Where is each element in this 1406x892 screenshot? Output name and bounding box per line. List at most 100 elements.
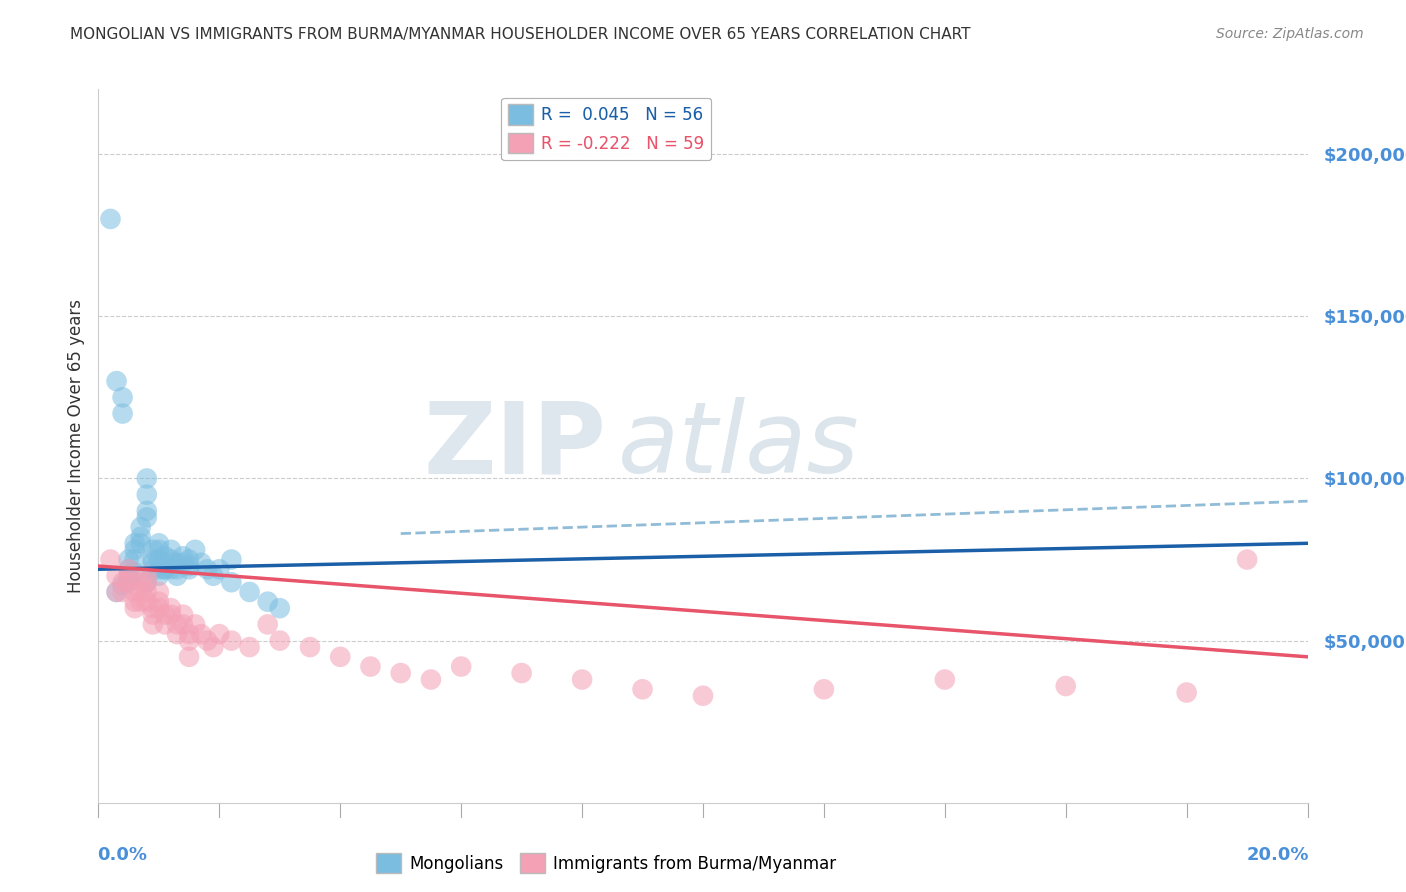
Point — [329, 649, 352, 664]
Point — [129, 595, 152, 609]
Point — [1175, 685, 1198, 699]
Point — [160, 542, 183, 557]
Point — [153, 607, 176, 622]
Point — [153, 562, 176, 576]
Point — [142, 542, 165, 557]
Point — [100, 211, 122, 226]
Point — [256, 617, 278, 632]
Point — [148, 552, 170, 566]
Point — [105, 374, 128, 388]
Point — [177, 649, 201, 664]
Point — [135, 585, 157, 599]
Point — [177, 552, 201, 566]
Point — [135, 488, 157, 502]
Point — [1054, 679, 1077, 693]
Y-axis label: Householder Income Over 65 years: Householder Income Over 65 years — [66, 299, 84, 593]
Text: MONGOLIAN VS IMMIGRANTS FROM BURMA/MYANMAR HOUSEHOLDER INCOME OVER 65 YEARS CORR: MONGOLIAN VS IMMIGRANTS FROM BURMA/MYANM… — [70, 27, 970, 42]
Point — [129, 530, 152, 544]
Point — [118, 562, 141, 576]
Point — [450, 659, 472, 673]
Point — [692, 689, 714, 703]
Point — [105, 585, 128, 599]
Point — [135, 510, 157, 524]
Point — [142, 601, 165, 615]
Point — [160, 562, 183, 576]
Point — [389, 666, 412, 681]
Point — [142, 617, 165, 632]
Point — [105, 585, 128, 599]
Point — [177, 559, 201, 574]
Point — [813, 682, 835, 697]
Point — [934, 673, 956, 687]
Text: 0.0%: 0.0% — [97, 846, 148, 863]
Point — [118, 568, 141, 582]
Point — [124, 595, 146, 609]
Point — [129, 585, 152, 599]
Legend: R =  0.045   N = 56, R = -0.222   N = 59: R = 0.045 N = 56, R = -0.222 N = 59 — [502, 97, 711, 160]
Point — [172, 617, 194, 632]
Point — [111, 575, 134, 590]
Point — [269, 633, 291, 648]
Point — [419, 673, 441, 687]
Point — [184, 617, 207, 632]
Point — [153, 556, 176, 570]
Point — [111, 390, 134, 404]
Point — [148, 536, 170, 550]
Point — [124, 566, 146, 580]
Point — [153, 549, 176, 564]
Point — [166, 627, 188, 641]
Point — [124, 552, 146, 566]
Point — [124, 601, 146, 615]
Point — [135, 471, 157, 485]
Point — [1236, 552, 1258, 566]
Point — [111, 407, 134, 421]
Point — [142, 562, 165, 576]
Point — [177, 562, 201, 576]
Point — [135, 595, 157, 609]
Point — [148, 542, 170, 557]
Point — [135, 575, 157, 590]
Point — [166, 556, 188, 570]
Point — [299, 640, 322, 654]
Point — [208, 562, 231, 576]
Point — [153, 617, 176, 632]
Point — [124, 585, 146, 599]
Point — [160, 607, 183, 622]
Point — [190, 556, 212, 570]
Point — [148, 568, 170, 582]
Point — [195, 633, 218, 648]
Point — [221, 552, 243, 566]
Point — [239, 585, 262, 599]
Point — [202, 640, 225, 654]
Point — [256, 595, 278, 609]
Point — [571, 673, 593, 687]
Point — [631, 682, 654, 697]
Point — [118, 562, 141, 576]
Point — [153, 562, 176, 576]
Point — [148, 585, 170, 599]
Point — [177, 633, 201, 648]
Text: ZIP: ZIP — [423, 398, 606, 494]
Point — [160, 601, 183, 615]
Point — [135, 575, 157, 590]
Point — [202, 568, 225, 582]
Point — [172, 607, 194, 622]
Point — [148, 562, 170, 576]
Point — [100, 552, 122, 566]
Point — [190, 627, 212, 641]
Point — [105, 568, 128, 582]
Point — [142, 556, 165, 570]
Point — [510, 666, 533, 681]
Point — [166, 562, 188, 576]
Point — [160, 552, 183, 566]
Point — [129, 536, 152, 550]
Point — [118, 572, 141, 586]
Point — [269, 601, 291, 615]
Point — [129, 520, 152, 534]
Point — [124, 542, 146, 557]
Point — [111, 585, 134, 599]
Text: 20.0%: 20.0% — [1246, 846, 1309, 863]
Point — [135, 568, 157, 582]
Point — [221, 633, 243, 648]
Point — [111, 578, 134, 592]
